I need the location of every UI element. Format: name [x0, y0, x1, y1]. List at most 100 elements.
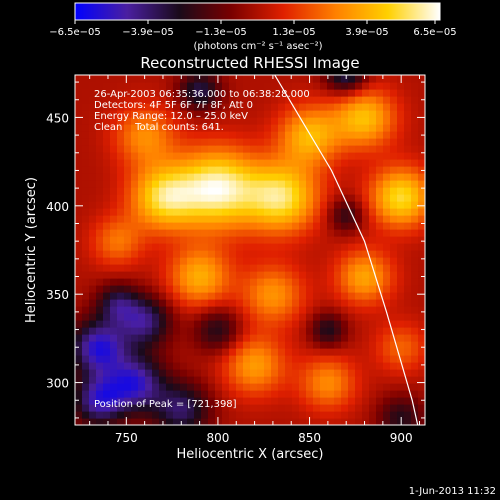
- heatmap-cell: [327, 89, 335, 97]
- heatmap-cell: [131, 173, 139, 181]
- heatmap-cell: [257, 110, 265, 118]
- heatmap-cell: [166, 299, 174, 307]
- heatmap-cell: [229, 313, 237, 321]
- heatmap-cell: [229, 166, 237, 174]
- heatmap-cell: [96, 292, 104, 300]
- heatmap-cell: [383, 145, 391, 153]
- heatmap-cell: [411, 257, 419, 265]
- heatmap-cell: [75, 327, 83, 335]
- heatmap-cell: [411, 264, 419, 272]
- heatmap-cell: [180, 243, 188, 251]
- heatmap-cell: [180, 229, 188, 237]
- heatmap-cell: [229, 110, 237, 118]
- heatmap-cell: [264, 152, 272, 160]
- heatmap-cell: [82, 271, 90, 279]
- heatmap-cell: [376, 215, 384, 223]
- heatmap-cell: [411, 411, 419, 419]
- heatmap-cell: [257, 369, 265, 377]
- heatmap-cell: [376, 327, 384, 335]
- heatmap-cell: [96, 264, 104, 272]
- heatmap-cell: [341, 152, 349, 160]
- heatmap-cell: [96, 75, 104, 83]
- heatmap-cell: [166, 82, 174, 90]
- heatmap-cell: [348, 271, 356, 279]
- heatmap-cell: [187, 362, 195, 370]
- heatmap-cell: [404, 390, 412, 398]
- heatmap-cell: [369, 215, 377, 223]
- heatmap-cell: [306, 383, 314, 391]
- heatmap-cell: [299, 138, 307, 146]
- heatmap-cell: [418, 145, 425, 153]
- heatmap-cell: [194, 208, 202, 216]
- heatmap-cell: [110, 138, 118, 146]
- heatmap-cell: [320, 96, 328, 104]
- heatmap-cell: [292, 110, 300, 118]
- heatmap-cell: [201, 180, 209, 188]
- heatmap-cell: [250, 327, 258, 335]
- heatmap-cell: [173, 264, 181, 272]
- heatmap-cell: [355, 229, 363, 237]
- heatmap-cell: [341, 348, 349, 356]
- heatmap-cell: [194, 313, 202, 321]
- heatmap-cell: [369, 362, 377, 370]
- heatmap-cell: [194, 411, 202, 419]
- heatmap-cell: [243, 355, 251, 363]
- heatmap-cell: [327, 390, 335, 398]
- heatmap-cell: [320, 138, 328, 146]
- heatmap-cell: [159, 222, 167, 230]
- heatmap-cell: [341, 159, 349, 167]
- heatmap-cell: [264, 110, 272, 118]
- heatmap-cell: [299, 348, 307, 356]
- heatmap-cell: [355, 159, 363, 167]
- heatmap-cell: [152, 320, 160, 328]
- heatmap-cell: [110, 299, 118, 307]
- heatmap-cell: [208, 306, 216, 314]
- heatmap-cell: [222, 355, 230, 363]
- heatmap-cell: [362, 89, 370, 97]
- heatmap-cell: [250, 75, 258, 83]
- heatmap-cell: [278, 362, 286, 370]
- heatmap-cell: [299, 236, 307, 244]
- heatmap-cell: [117, 166, 125, 174]
- heatmap-cell: [250, 173, 258, 181]
- heatmap-cell: [320, 145, 328, 153]
- heatmap-cell: [229, 334, 237, 342]
- heatmap-cell: [341, 138, 349, 146]
- heatmap-cell: [376, 411, 384, 419]
- heatmap-cell: [271, 376, 279, 384]
- heatmap-cell: [341, 369, 349, 377]
- heatmap-cell: [313, 243, 321, 251]
- heatmap-cell: [194, 369, 202, 377]
- heatmap-cell: [271, 96, 279, 104]
- heatmap-cell: [334, 320, 342, 328]
- heatmap-cell: [173, 236, 181, 244]
- heatmap-cell: [75, 362, 83, 370]
- heatmap-cell: [180, 75, 188, 83]
- heatmap-cell: [271, 229, 279, 237]
- heatmap-cell: [313, 103, 321, 111]
- heatmap-cell: [103, 208, 111, 216]
- heatmap-cell: [124, 103, 132, 111]
- heatmap-cell: [173, 418, 181, 425]
- heatmap-cell: [180, 152, 188, 160]
- heatmap-cell: [96, 124, 104, 132]
- heatmap-cell: [306, 376, 314, 384]
- heatmap-cell: [376, 201, 384, 209]
- heatmap-cell: [236, 278, 244, 286]
- heatmap-cell: [250, 243, 258, 251]
- heatmap-cell: [75, 173, 83, 181]
- heatmap-cell: [131, 250, 139, 258]
- heatmap-cell: [348, 362, 356, 370]
- heatmap-cell: [271, 404, 279, 412]
- heatmap-cell: [348, 131, 356, 139]
- heatmap-cell: [397, 236, 405, 244]
- heatmap-cell: [124, 194, 132, 202]
- heatmap-cell: [355, 271, 363, 279]
- heatmap-cell: [117, 404, 125, 412]
- heatmap-cell: [243, 187, 251, 195]
- heatmap-cell: [110, 411, 118, 419]
- heatmap-cell: [201, 271, 209, 279]
- heatmap-cell: [278, 327, 286, 335]
- heatmap-cell: [257, 229, 265, 237]
- heatmap-cell: [187, 103, 195, 111]
